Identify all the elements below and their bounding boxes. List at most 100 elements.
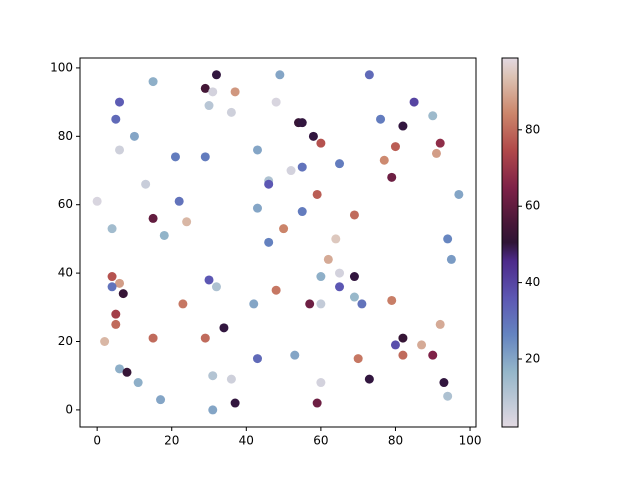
point (111, 319, 121, 329)
point (439, 378, 449, 388)
point (275, 70, 285, 80)
point (219, 323, 229, 333)
point (443, 234, 453, 244)
point (100, 337, 110, 347)
point (353, 354, 363, 364)
point (435, 319, 445, 329)
plot-frame (79, 57, 477, 428)
point (349, 272, 359, 282)
x-tick-label: 100 (459, 434, 482, 448)
point (305, 299, 315, 309)
point (111, 114, 121, 124)
point (133, 378, 143, 388)
point (446, 254, 456, 264)
point (118, 289, 128, 299)
point (226, 107, 236, 117)
point (297, 162, 307, 172)
point (148, 77, 158, 87)
point (200, 152, 210, 162)
point (107, 282, 117, 292)
point (312, 189, 322, 199)
point (230, 87, 240, 97)
point (349, 292, 359, 302)
point (286, 166, 296, 176)
point (323, 254, 333, 264)
point (387, 295, 397, 305)
x-tick-label: 20 (164, 434, 179, 448)
point (252, 145, 262, 155)
point (331, 234, 341, 244)
y-tick-label: 60 (58, 197, 73, 211)
colorbar-tick-label: 20 (525, 352, 540, 366)
point (107, 224, 117, 234)
point (115, 97, 125, 107)
point (271, 97, 281, 107)
point (316, 272, 326, 282)
point (271, 285, 281, 295)
point (417, 340, 427, 350)
point (364, 70, 374, 80)
point (148, 213, 158, 223)
point (200, 83, 210, 93)
point (376, 114, 386, 124)
point (398, 333, 408, 343)
point (208, 371, 218, 381)
x-tick-label: 80 (388, 434, 403, 448)
point (454, 189, 464, 199)
point (264, 179, 274, 189)
point (107, 272, 117, 282)
point (200, 333, 210, 343)
point (174, 196, 184, 206)
point (252, 354, 262, 364)
point (170, 152, 180, 162)
point (316, 138, 326, 148)
point (211, 70, 221, 80)
point (211, 282, 221, 292)
point (122, 367, 132, 377)
point (364, 374, 374, 384)
point (156, 395, 166, 405)
point (428, 350, 438, 360)
point (264, 237, 274, 247)
point (387, 172, 397, 182)
point (115, 278, 125, 288)
point (335, 282, 345, 292)
point (230, 398, 240, 408)
x-tick-label: 40 (239, 434, 254, 448)
point (308, 131, 318, 141)
point (208, 87, 218, 97)
point (316, 299, 326, 309)
point (297, 207, 307, 217)
y-tick-label: 100 (50, 60, 73, 74)
point (279, 224, 289, 234)
colorbar-tick-label: 80 (525, 122, 540, 136)
point (390, 340, 400, 350)
point (290, 350, 300, 360)
point (208, 405, 218, 415)
point (204, 101, 214, 111)
point (349, 210, 359, 220)
point (443, 391, 453, 401)
x-tick-label: 0 (93, 434, 101, 448)
point (182, 217, 192, 227)
point (316, 378, 326, 388)
point (111, 309, 121, 319)
colorbar (501, 57, 519, 428)
point (435, 138, 445, 148)
point (204, 275, 214, 285)
point (398, 121, 408, 131)
point (115, 145, 125, 155)
point (428, 111, 438, 121)
point (226, 374, 236, 384)
point (390, 142, 400, 152)
point (335, 268, 345, 278)
point (249, 299, 259, 309)
point (141, 179, 151, 189)
colorbar-tick-label: 40 (525, 275, 540, 289)
colorbar-tick-label: 60 (525, 199, 540, 213)
point (252, 203, 262, 213)
y-tick-label: 0 (65, 402, 73, 416)
point (431, 148, 441, 158)
point (312, 398, 322, 408)
